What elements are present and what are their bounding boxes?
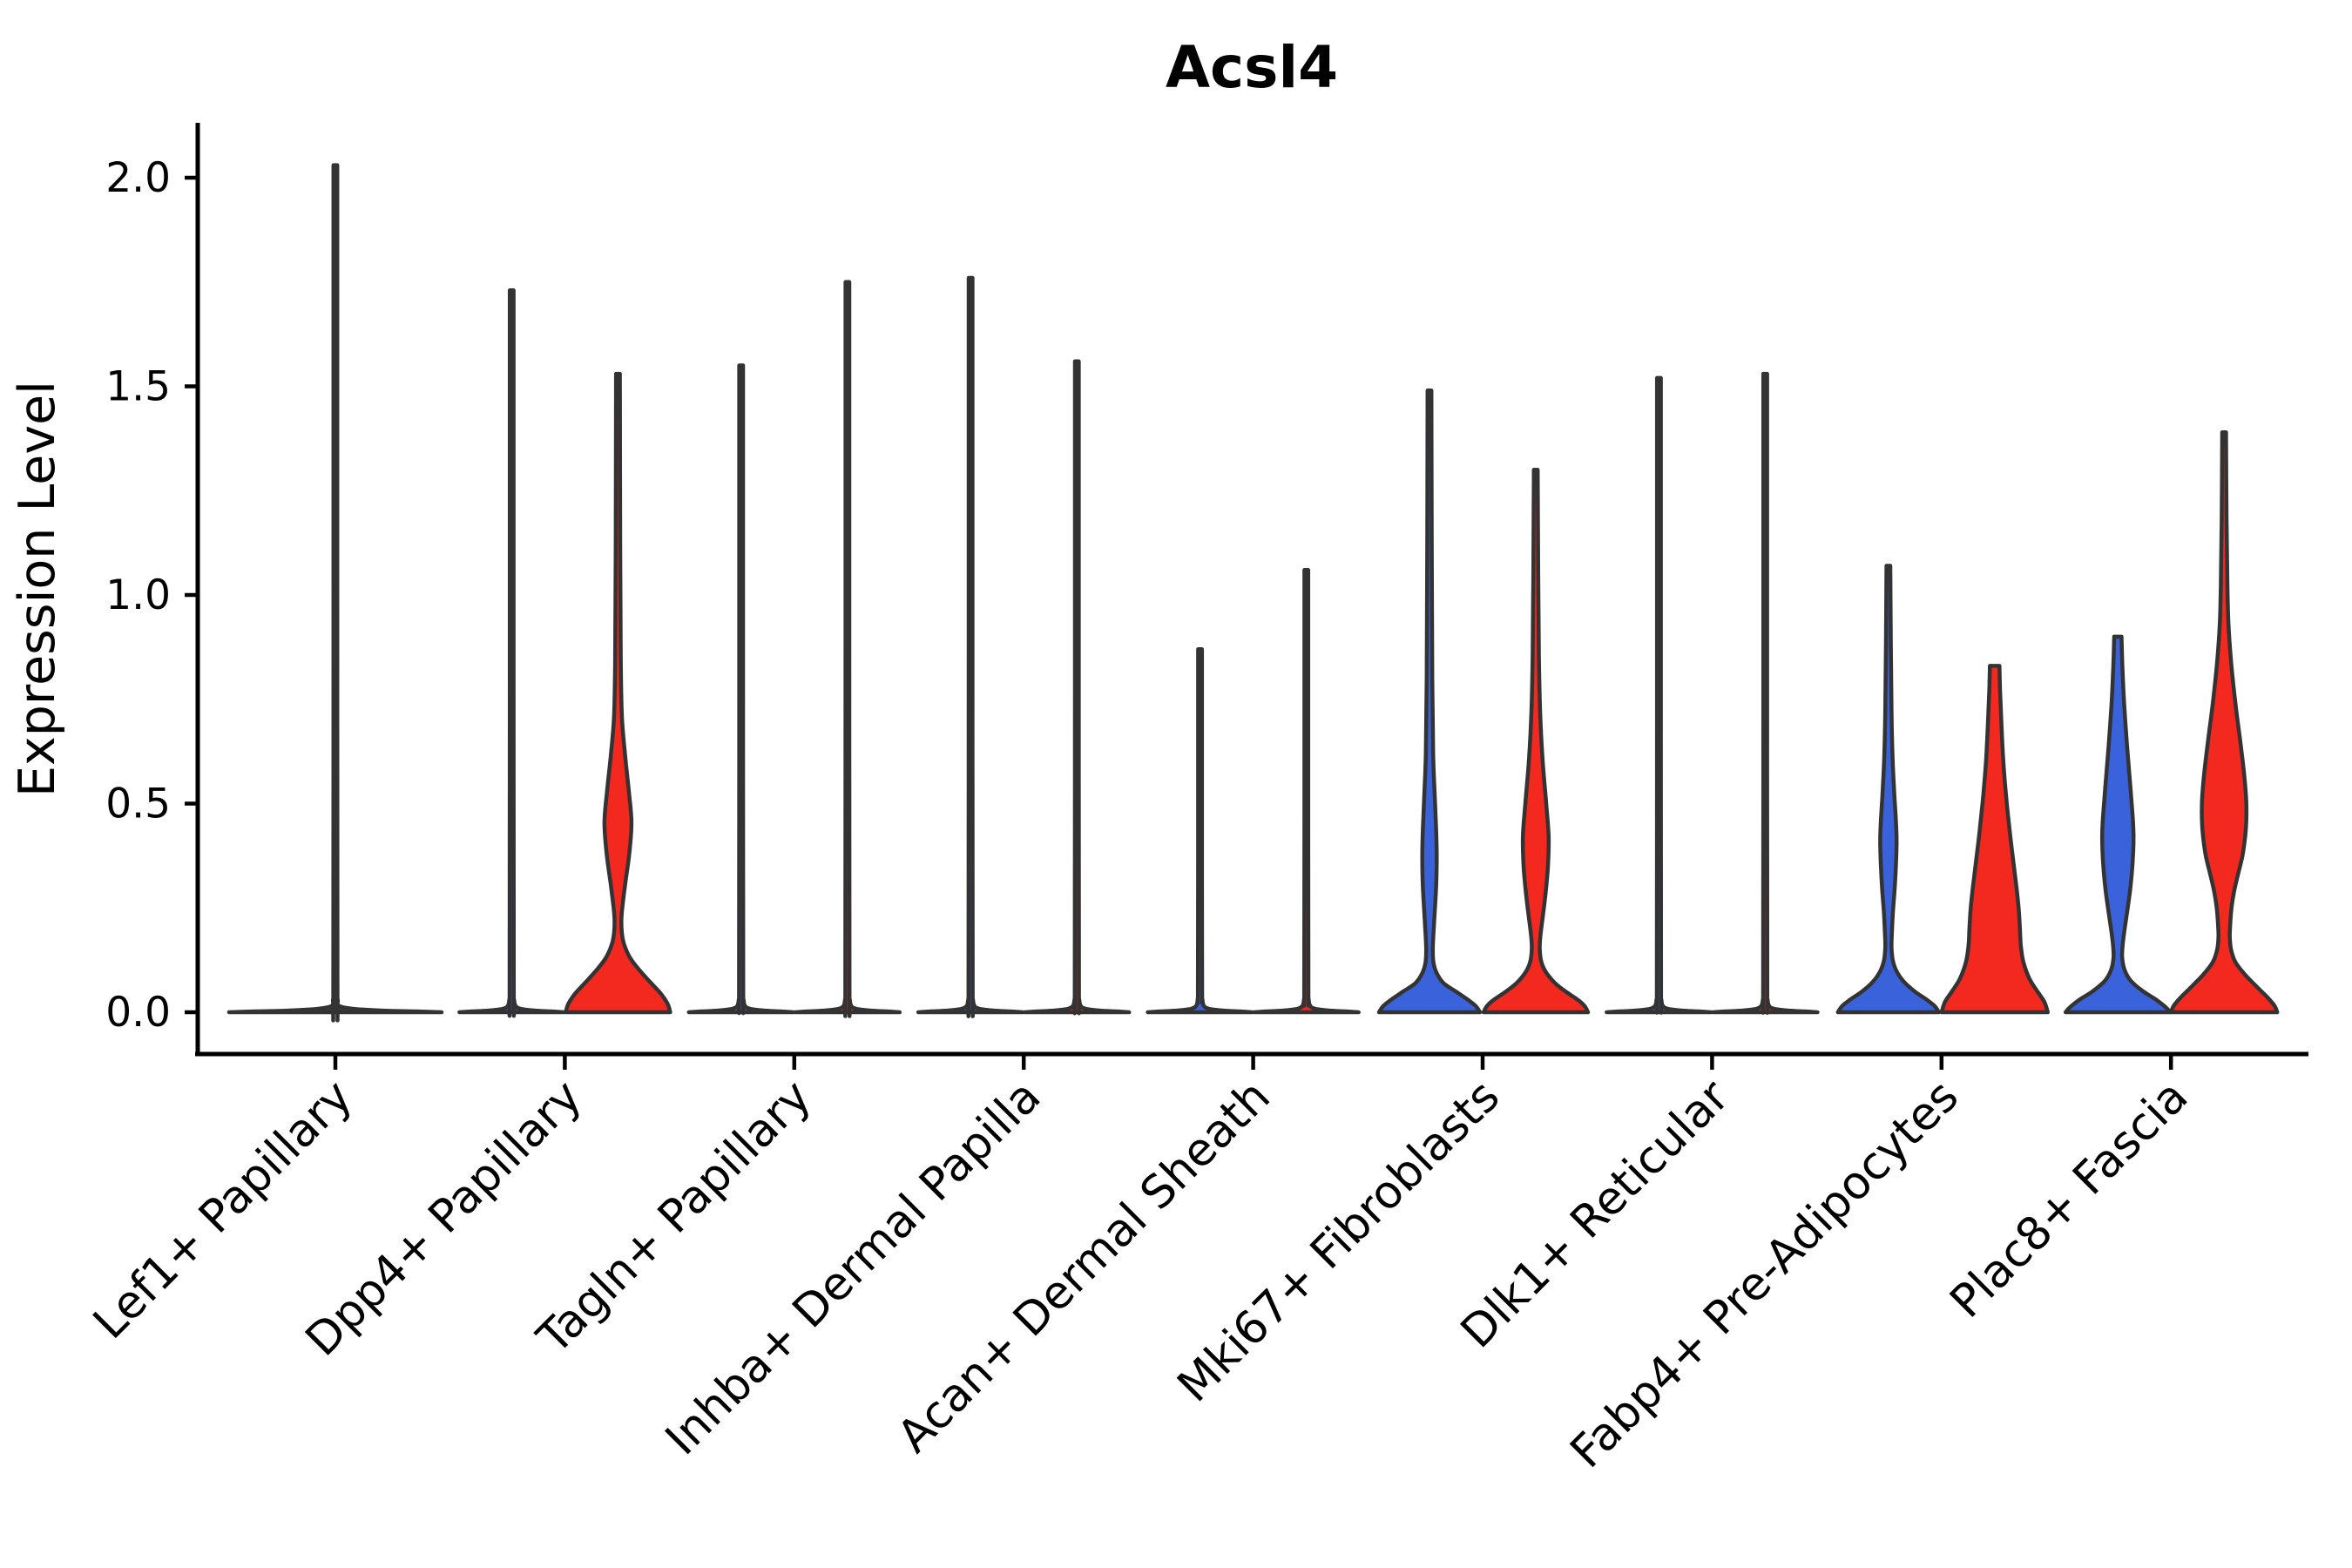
- violin-inhba-dermal-papilla-red: [1022, 359, 1132, 1016]
- violin-group: [226, 163, 2280, 1023]
- violin-plac8-fascia-red: [2168, 429, 2280, 1015]
- y-axis-ticks: 0.0 0.5 1.0 1.5 2.0: [105, 154, 198, 1037]
- violin-acan-dermal-sheath-blue: [1146, 647, 1254, 1015]
- violin-acan-dermal-sheath-red: [1252, 568, 1361, 1015]
- violin-lef1-papillary-single: [226, 163, 444, 1023]
- chart-title: Acsl4: [1166, 34, 1338, 101]
- violin-mki67-fibroblasts-red: [1481, 468, 1591, 1015]
- y-axis-label: Expression Level: [9, 381, 66, 797]
- violin-dlk1-reticular-blue: [1605, 375, 1713, 1015]
- y-tick-label: 2.0: [105, 154, 171, 202]
- x-tick-label-acan-dermal-sheath: Acan+ Dermal Sheath: [888, 1071, 1281, 1463]
- violin-fabp4-pre-adipocytes-red: [1939, 664, 2051, 1015]
- y-tick-label: 1.5: [105, 363, 171, 411]
- violin-plac8-fascia-blue: [2063, 634, 2173, 1015]
- x-tick-label-fabp4-pre-adipocytes: Fabp4+ Pre-Adipocytes: [1561, 1071, 1969, 1478]
- violin-dpp4-papillary-blue: [457, 288, 566, 1018]
- violin-dpp4-papillary-red: [564, 371, 672, 1015]
- y-tick-label: 0.0: [105, 989, 171, 1037]
- violin-tagln-papillary-blue: [686, 363, 796, 1016]
- y-tick-label: 1.0: [105, 571, 171, 619]
- violin-mki67-fibroblasts-blue: [1376, 389, 1483, 1015]
- violin-tagln-papillary-red: [793, 280, 902, 1018]
- violin-dlk1-reticular-red: [1711, 371, 1820, 1015]
- violin-fabp4-pre-adipocytes-blue: [1835, 564, 1942, 1015]
- x-tick-label-inhba-dermal-papilla: Inhba+ Dermal Papilla: [656, 1071, 1051, 1465]
- x-tick-label-plac8-fascia: Plac8+ Fascia: [1941, 1071, 2199, 1328]
- violin-inhba-dermal-papilla-blue: [916, 275, 1025, 1018]
- y-tick-label: 0.5: [105, 781, 171, 828]
